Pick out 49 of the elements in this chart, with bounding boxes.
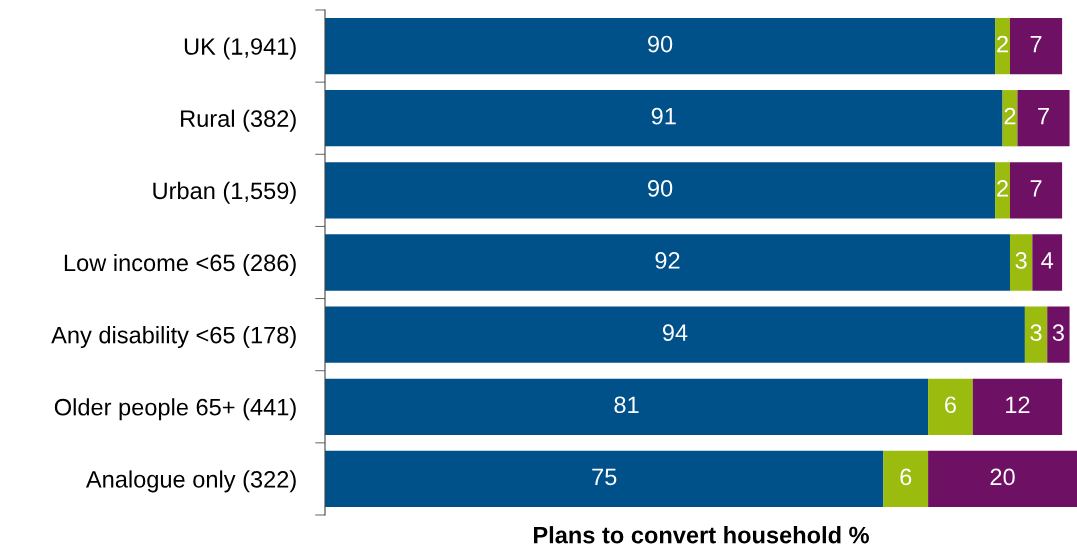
y-tick-label: Older people 65+ (441) bbox=[54, 398, 296, 421]
x-axis-title: Plans to convert household % bbox=[534, 526, 869, 544]
data-label: 20 bbox=[990, 468, 1015, 486]
bar bbox=[995, 162, 1010, 219]
bar bbox=[995, 17, 1010, 75]
bar bbox=[325, 17, 996, 75]
y-tick-label: Any disability <65 (178) bbox=[51, 326, 296, 349]
data-label: 7 bbox=[1030, 35, 1042, 53]
bar bbox=[1009, 234, 1033, 291]
bar bbox=[325, 234, 1010, 291]
data-label: 6 bbox=[900, 468, 912, 486]
data-label: 3 bbox=[1052, 324, 1064, 341]
bar bbox=[1017, 90, 1070, 147]
bar bbox=[883, 450, 929, 508]
data-label: 2 bbox=[1004, 107, 1016, 125]
y-tick-label: Low income <65 (286) bbox=[64, 253, 296, 276]
bar bbox=[325, 378, 929, 435]
data-label: 3 bbox=[1015, 252, 1027, 269]
y-tick-label: UK (1,941) bbox=[184, 37, 296, 60]
bar bbox=[1009, 17, 1063, 75]
bar bbox=[928, 378, 973, 435]
bar bbox=[325, 162, 996, 219]
data-label: 4 bbox=[1041, 252, 1054, 269]
data-label: 90 bbox=[648, 35, 673, 53]
bar bbox=[325, 306, 1025, 363]
bar bbox=[1047, 306, 1070, 363]
bar bbox=[1024, 306, 1048, 363]
data-label: 3 bbox=[1030, 324, 1042, 341]
data-label: 7 bbox=[1038, 108, 1049, 125]
bar bbox=[325, 90, 1003, 147]
bar bbox=[1009, 162, 1063, 219]
data-label: 81 bbox=[614, 396, 639, 414]
bar bbox=[972, 378, 1063, 435]
data-label: 75 bbox=[592, 468, 617, 486]
bar bbox=[325, 450, 884, 508]
bar bbox=[928, 450, 1077, 508]
data-label: 90 bbox=[648, 179, 673, 197]
data-label: 7 bbox=[1030, 180, 1042, 197]
data-label: 91 bbox=[651, 107, 676, 125]
y-tick-label: Rural (382) bbox=[181, 109, 296, 132]
data-label: 94 bbox=[662, 324, 688, 341]
bar bbox=[1032, 234, 1063, 291]
data-label: 2 bbox=[997, 35, 1008, 53]
data-label: 92 bbox=[655, 252, 680, 269]
data-label: 6 bbox=[945, 396, 956, 414]
data-label: 12 bbox=[1006, 396, 1030, 413]
data-label: 2 bbox=[997, 179, 1008, 197]
y-tick-label: Urban (1,559) bbox=[153, 181, 296, 204]
y-tick-label: Analogue only (322) bbox=[85, 470, 296, 493]
